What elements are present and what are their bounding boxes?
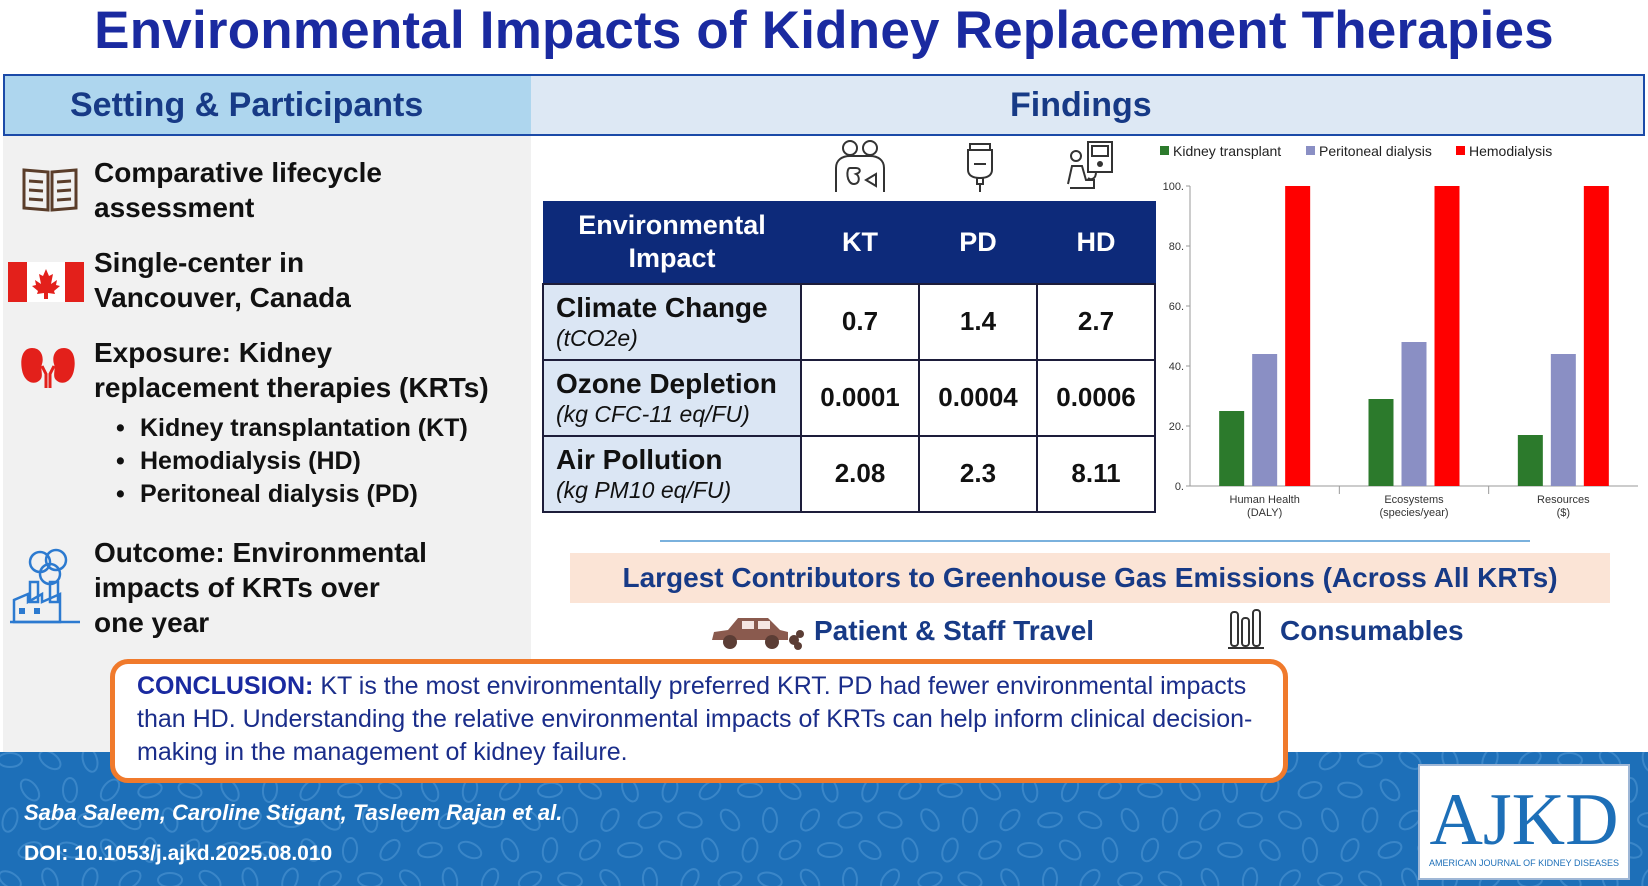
legend-label: Kidney transplant [1173,143,1281,159]
y-tick-label: 20. [1169,421,1184,433]
y-axis-label: % Relative environmental impact [1160,263,1161,409]
table-header-row: Environmental Impact KT PD HD [542,201,1156,284]
y-tick-label: 100. [1163,181,1184,193]
cell-hd: 2.7 [1036,282,1156,361]
x-tick-label: (species/year) [1379,507,1448,519]
environmental-impact-table: Environmental Impact KT PD HD Climate Cha… [542,201,1156,513]
authors: Saba Saleem, Caroline Stigant, Tasleem R… [24,800,563,825]
bar-kidney-transplant [1517,435,1543,486]
cell-kt: 0.0001 [800,358,920,437]
relative-impact-chart: Kidney transplant Peritoneal dialysis Hemo… [1160,143,1638,519]
conclusion-text: KT is the most environmentally preferred… [137,672,1253,766]
x-tick-label: Ecosystems [1384,494,1444,506]
contributors-heading: Largest Contributors to Greenhouse Gas E… [570,553,1610,603]
bar-hemodialysis [1583,186,1609,486]
factory-pollution-icon [10,548,80,624]
y-tick-label: 60. [1169,301,1184,313]
canada-flag-icon [8,262,84,302]
car-icon [712,618,804,650]
cell-kt: 2.08 [800,434,920,513]
header-impact: Environmental Impact [542,201,802,284]
bar-kidney-transplant [1368,399,1394,486]
conclusion-label: CONCLUSION: [137,672,314,700]
setting-heading: Setting & Participants [70,86,424,124]
x-tick-label: Human Health [1230,494,1300,506]
list-item: Hemodialysis (HD) [116,445,468,478]
ajkd-logo: AJKD AMERICAN JOURNAL OF KIDNEY DISEASES [1418,764,1630,880]
row-label: Climate Change (tCO2e) [542,282,802,361]
list-item: Peritoneal dialysis (PD) [116,478,468,511]
row-label: Ozone Depletion (kg CFC-11 eq/FU) [542,358,802,437]
y-tick-label: 0. [1175,481,1184,493]
bar-peritoneal-dialysis [1401,342,1427,486]
x-tick-label: (DALY) [1247,507,1282,519]
book-icon [22,168,78,212]
table-row: Ozone Depletion (kg CFC-11 eq/FU) 0.0001… [542,358,1156,437]
dialysis-bag-icon [967,143,993,192]
bar-peritoneal-dialysis [1550,354,1576,486]
row-label: Air Pollution (kg PM10 eq/FU) [542,434,802,513]
contributor-travel: Patient & Staff Travel [814,615,1095,646]
header-kt: KT [800,201,920,284]
header-hd: HD [1036,201,1156,284]
cell-pd: 0.0004 [918,358,1038,437]
hemodialysis-machine-icon [1067,141,1113,189]
transplant-patients-icon [835,140,885,192]
cell-pd: 2.3 [918,434,1038,513]
doi-link[interactable]: DOI: 10.1053/j.ajkd.2025.08.010 [24,842,333,865]
header-pd: PD [918,201,1038,284]
divider [660,540,1530,542]
list-item: Kidney transplantation (KT) [116,412,468,445]
table-row: Air Pollution (kg PM10 eq/FU) 2.08 2.3 8… [542,434,1156,513]
findings-heading: Findings [1010,86,1152,124]
logo-subtitle: AMERICAN JOURNAL OF KIDNEY DISEASES [1429,858,1619,868]
setting-item-lifecycle: Comparative lifecycle assessment [94,157,382,223]
cell-kt: 0.7 [800,282,920,361]
y-tick-label: 40. [1169,361,1184,373]
y-tick-label: 80. [1169,241,1184,253]
cell-hd: 8.11 [1036,434,1156,513]
contributor-consumables: Consumables [1280,615,1464,646]
legend-label: Hemodialysis [1469,143,1552,159]
conclusion-box: CONCLUSION: KT is the most environmental… [110,659,1288,783]
bar-peritoneal-dialysis [1252,354,1278,486]
test-tubes-icon [1228,609,1264,649]
setting-item-outcome: Outcome: Environmental impacts of KRTs ov… [94,537,427,638]
section-header-left-bg [3,74,531,136]
x-tick-label: ($) [1557,507,1570,519]
kidney-icon [21,348,75,388]
setting-item-exposure: Exposure: Kidney replacement therapies (K… [94,337,489,403]
setting-item-location: Single-center in Vancouver, Canada [94,247,351,313]
page-title: Environmental Impacts of Kidney Replacem… [94,1,1554,60]
cell-pd: 1.4 [918,282,1038,361]
logo-text: AJKD [1429,779,1618,861]
bar-hemodialysis [1285,186,1311,486]
legend-swatch [1456,146,1465,155]
legend-swatch [1160,146,1169,155]
krt-bullet-list: Kidney transplantation (KT) Hemodialysis… [116,412,468,511]
cell-hd: 0.0006 [1036,358,1156,437]
legend-swatch [1306,146,1315,155]
bar-kidney-transplant [1219,411,1245,486]
table-row: Climate Change (tCO2e) 0.7 1.4 2.7 [542,282,1156,361]
x-tick-label: Resources [1537,494,1590,506]
legend-label: Peritoneal dialysis [1319,143,1432,159]
bar-hemodialysis [1434,186,1460,486]
